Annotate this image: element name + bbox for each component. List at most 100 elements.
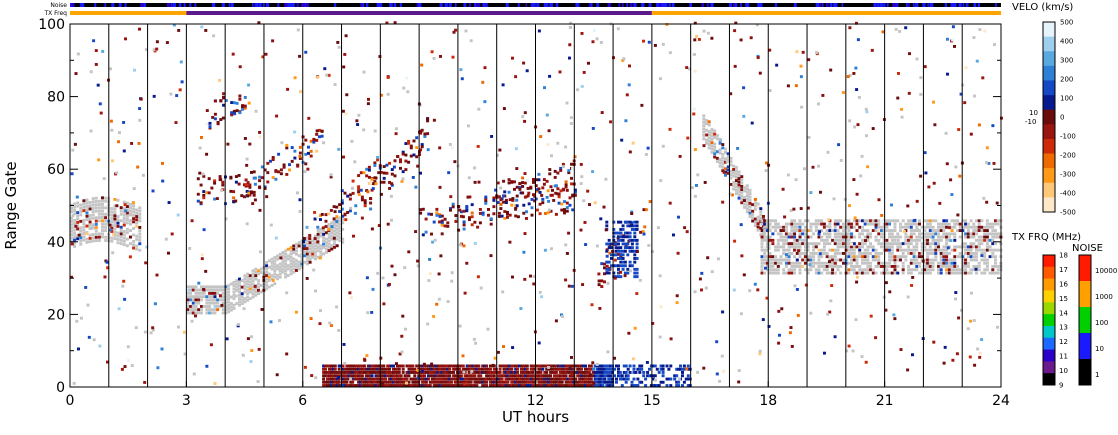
scatter-cell [502,367,506,371]
scatter-cell [803,242,807,246]
scatter-cell [839,235,843,239]
scatter-cell [424,380,428,384]
scatter-cell [996,222,1000,226]
scatter-cell [438,371,442,374]
scatter-cell [521,371,525,374]
scatter-cell [521,115,525,119]
scatter-cell [210,285,214,289]
scatter-cell [213,308,217,312]
scatter-cell [771,258,775,262]
scatter-cell [343,53,347,56]
scatter-cell [847,229,851,232]
scatter-cell [295,242,298,246]
scatter-cell [877,198,881,202]
scatter-cell [866,271,870,275]
scatter-cell [426,322,430,326]
scatter-cell [912,258,916,262]
scatter-cell [392,165,396,169]
scatter-cell [360,216,364,220]
scatter-cell [416,264,420,268]
scatter-cell [221,308,225,312]
scatter-cell [945,255,949,259]
scatter-cell [893,258,897,262]
scatter-cell [444,374,448,378]
scatter-cell [452,384,456,387]
scatter-cell [710,36,714,40]
scatter-cell [73,222,77,225]
scatter-cell [374,374,378,378]
scatter-cell [320,213,324,216]
scatter-cell [333,229,336,233]
scatter-cell [200,253,204,257]
scatter-cell [595,374,599,378]
scatter-cell [888,290,892,294]
noise-strip-mark [530,3,534,7]
scatter-cell [607,384,611,387]
scatter-cell [210,298,214,302]
scatter-cell [308,241,312,245]
scatter-cell [324,380,328,384]
scatter-cell [545,377,549,381]
scatter-cell [510,374,514,378]
scatter-cell [969,252,973,255]
scatter-cell [612,264,616,268]
scatter-cell [858,265,862,268]
scatter-cell [138,226,142,229]
scatter-cell [72,381,76,385]
scatter-cell [987,162,991,165]
velocity-mid-label: 10 [1029,109,1038,117]
scatter-cell [912,238,916,242]
scatter-cell [901,265,905,268]
scatter-cell [419,384,423,387]
scatter-cell [760,219,764,223]
scatter-cell [968,355,972,359]
scatter-cell [931,252,935,255]
scatter-cell [601,374,605,378]
scatter-cell [564,374,568,378]
scatter-cell [264,52,268,56]
scatter-cell [755,23,759,27]
scatter-cell [599,217,603,221]
scatter-cell [642,374,646,378]
scatter-cell [492,384,496,387]
scatter-cell [745,210,749,214]
scatter-cell [243,183,246,187]
scatter-cell [597,283,601,287]
scatter-cell [308,260,312,264]
noise-colorbar-frame [1078,254,1092,386]
scatter-cell [899,248,902,252]
scatter-cell [516,371,520,374]
scatter-cell [585,374,589,378]
scatter-cell [122,149,126,153]
scatter-cell [526,194,530,198]
scatter-cell [328,377,331,381]
scatter-cell [221,285,225,289]
scatter-cell [199,201,203,205]
scatter-cell [125,244,129,248]
scatter-cell [626,271,630,275]
scatter-cell [540,295,544,299]
scatter-cell [388,187,392,190]
scatter-cell [289,252,293,256]
scatter-cell [945,232,949,236]
scatter-cell [599,364,603,368]
scatter-cell [977,238,981,242]
scatter-cell [202,228,206,232]
scatter-cell [975,225,978,229]
scatter-cell [399,166,402,170]
scatter-cell [570,371,574,374]
scatter-cell [284,275,288,279]
scatter-cell [305,236,309,240]
scatter-cell [534,178,538,182]
noise-strip-mark [377,3,381,7]
scatter-cell [644,384,648,387]
scatter-cell [847,222,851,226]
scatter-cell [681,374,684,378]
scatter-cell [991,248,995,252]
noise-strip-mark [517,3,520,7]
scatter-cell [787,261,791,265]
scatter-cell [405,371,409,374]
scatter-cell [817,268,821,272]
scatter-cell [257,288,260,292]
scatter-cell [937,229,940,232]
